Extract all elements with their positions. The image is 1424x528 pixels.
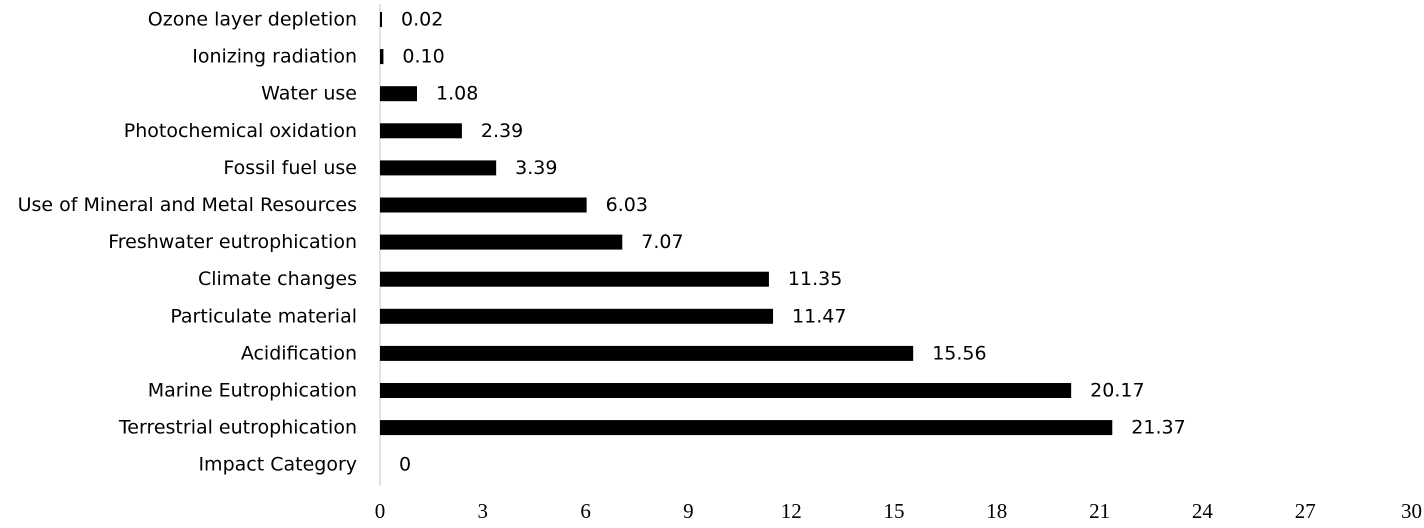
bar bbox=[380, 123, 462, 139]
category-label: Use of Mineral and Metal Resources bbox=[18, 194, 357, 216]
category-labels: Ozone layer depletion Ionizing radiation W… bbox=[18, 9, 357, 476]
bar bbox=[380, 197, 587, 213]
value-labels: 0.02 0.10 1.082.39 3.39 6.03 7.07 11.35 11.47 15… bbox=[399, 9, 1186, 476]
category-label: Acidification bbox=[241, 342, 357, 364]
bar bbox=[380, 234, 623, 250]
bar bbox=[380, 12, 382, 27]
bar bbox=[380, 345, 914, 361]
category-label: Impact Category bbox=[198, 454, 357, 476]
bar bbox=[380, 271, 769, 287]
value-label: 0.10 bbox=[402, 46, 444, 68]
value-label: 0.02 bbox=[401, 9, 443, 31]
value-label: 7.07 bbox=[641, 231, 683, 253]
x-tick-label: 6 bbox=[580, 499, 591, 523]
bar bbox=[380, 383, 1072, 398]
category-label: Climate changes bbox=[198, 268, 357, 290]
bar bbox=[380, 308, 774, 324]
category-label: Water use bbox=[261, 83, 357, 105]
value-label: 1.08 bbox=[436, 83, 478, 105]
value-label: 21.37 bbox=[1131, 417, 1185, 439]
category-label: Freshwater eutrophication bbox=[108, 231, 357, 253]
value-label: 11.47 bbox=[792, 305, 846, 327]
x-tick-label: 21 bbox=[1089, 499, 1110, 523]
x-tick-label: 27 bbox=[1295, 499, 1316, 523]
category-label: Ozone layer depletion bbox=[148, 9, 357, 31]
value-label: 2.39 bbox=[481, 120, 523, 142]
x-tick-label: 9 bbox=[683, 499, 694, 523]
value-label: 0 bbox=[399, 454, 411, 476]
category-label: Particulate material bbox=[170, 305, 357, 327]
x-tick-label: 15 bbox=[884, 499, 905, 523]
value-label: 6.03 bbox=[606, 194, 648, 216]
x-tick-label: 0 bbox=[375, 499, 386, 523]
value-label: 20.17 bbox=[1090, 380, 1144, 402]
value-label: 3.39 bbox=[515, 157, 557, 179]
value-label: 11.35 bbox=[788, 268, 842, 290]
bar bbox=[380, 420, 1113, 436]
bar bbox=[380, 49, 384, 65]
bars-group bbox=[380, 12, 1113, 436]
x-tick-label: 12 bbox=[781, 499, 802, 523]
x-tick-label: 24 bbox=[1192, 499, 1214, 523]
bar bbox=[380, 160, 497, 176]
category-label: Fossil fuel use bbox=[223, 157, 357, 179]
category-label: Ionizing radiation bbox=[192, 46, 357, 68]
x-tick-label: 30 bbox=[1401, 499, 1422, 523]
bar bbox=[380, 86, 418, 102]
x-tick-label: 18 bbox=[986, 499, 1007, 523]
category-label: Marine Eutrophication bbox=[148, 380, 357, 402]
value-label: 15.56 bbox=[932, 342, 986, 364]
x-tick-label: 3 bbox=[478, 499, 489, 523]
x-tick-labels: 0 3 6 9 12 15 18 21 24 27 30 bbox=[375, 499, 1422, 523]
category-label: Terrestrial eutrophication bbox=[118, 417, 357, 439]
category-label: Photochemical oxidation bbox=[124, 120, 357, 142]
